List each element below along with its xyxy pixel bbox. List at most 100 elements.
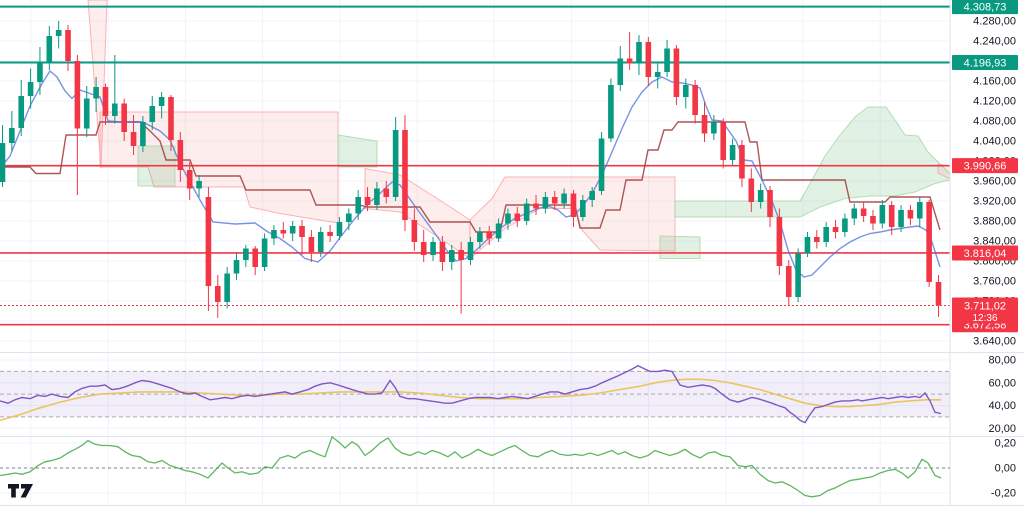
price-tick-label: 3.960,00 xyxy=(973,176,1016,188)
tradingview-logo[interactable] xyxy=(8,484,34,501)
candle-body xyxy=(392,130,399,197)
candle-body xyxy=(364,197,371,205)
candle-body xyxy=(458,250,464,260)
price-badge-label: 4.196,93 xyxy=(964,57,1007,69)
candle-body xyxy=(130,132,137,146)
candle-body xyxy=(467,242,474,260)
rsi-ma-line xyxy=(0,378,941,422)
candle-body xyxy=(823,227,829,242)
candle-body xyxy=(252,248,259,267)
candle-body xyxy=(261,238,268,267)
candle-body xyxy=(233,260,240,274)
candle-body xyxy=(542,197,549,209)
candle-body xyxy=(355,197,361,214)
candle-body xyxy=(140,122,146,146)
oscillator-line xyxy=(0,435,942,498)
price-tick-label: 4.120,00 xyxy=(973,96,1016,108)
candle-body xyxy=(280,230,287,234)
candle-body xyxy=(495,223,502,239)
price-badges[interactable]: 4.308,734.196,933.990,663.816,043.672,58… xyxy=(952,0,1018,333)
osc-tick-label: 0,20 xyxy=(995,438,1016,450)
price-badge[interactable] xyxy=(952,297,1018,324)
candle-body xyxy=(448,250,455,262)
candle-body xyxy=(598,138,605,191)
osc-tick-label: -0,20 xyxy=(991,488,1016,500)
candle-body xyxy=(411,220,418,242)
price-tick-label: 4.160,00 xyxy=(973,76,1016,88)
candle-body xyxy=(177,140,184,170)
candle-body xyxy=(18,96,25,128)
price-badge-label: 3.990,66 xyxy=(964,160,1007,172)
price-badge[interactable] xyxy=(952,55,1018,71)
candle-body xyxy=(739,145,745,179)
candle-body xyxy=(551,197,558,204)
candle-body xyxy=(317,232,324,252)
candle-body xyxy=(224,273,230,302)
price-tick-label: 4.080,00 xyxy=(973,116,1016,128)
candle-body xyxy=(916,202,923,219)
candle-body xyxy=(214,286,221,302)
candle-body xyxy=(205,197,212,286)
candle-body xyxy=(523,203,530,221)
candle-body xyxy=(654,72,661,77)
candle-body xyxy=(729,145,736,160)
candle-body xyxy=(664,48,670,72)
candle-body xyxy=(374,188,380,205)
candle-body xyxy=(121,103,127,132)
price-tick-label: 3.760,00 xyxy=(973,276,1016,288)
candle-body xyxy=(37,62,43,82)
candle-body xyxy=(870,216,876,224)
candle-body xyxy=(682,85,689,97)
candle-body xyxy=(299,226,305,237)
candles-layer xyxy=(0,21,942,318)
candle-body xyxy=(477,232,483,242)
candle-body xyxy=(767,190,773,217)
candle-body xyxy=(580,200,586,217)
rsi-panel xyxy=(0,364,950,424)
rsi-line xyxy=(0,364,942,424)
candle-body xyxy=(27,82,34,96)
candle-body xyxy=(112,103,118,116)
tradingview-logo-mark xyxy=(8,484,33,498)
rsi-tick-label: 60,00 xyxy=(988,377,1016,389)
price-tick-label: 3.840,00 xyxy=(973,236,1016,248)
osc-tick-label: 0,00 xyxy=(995,463,1016,475)
candle-body xyxy=(336,222,343,236)
candle-body xyxy=(795,253,801,297)
candle-body xyxy=(402,130,408,220)
candle-body xyxy=(608,85,614,139)
price-badge[interactable] xyxy=(952,245,1018,261)
candle-body xyxy=(851,208,858,219)
candle-body xyxy=(9,128,15,143)
price-badge[interactable] xyxy=(952,0,1018,15)
candle-body xyxy=(645,42,652,77)
candle-body xyxy=(907,210,914,219)
price-level-lines[interactable] xyxy=(0,5,950,326)
candle-body xyxy=(720,122,727,160)
candle-body xyxy=(158,97,165,106)
candle-body xyxy=(346,213,352,222)
price-badge[interactable] xyxy=(952,158,1018,174)
price-tick-label: 4.280,00 xyxy=(973,16,1016,28)
candle-body xyxy=(711,122,717,134)
candle-body xyxy=(888,205,895,227)
candle-body xyxy=(102,87,109,116)
price-tick-label: 4.040,00 xyxy=(973,136,1016,148)
candle-body xyxy=(570,193,577,217)
candle-body xyxy=(832,227,839,232)
candle-body xyxy=(804,237,811,254)
candle-body xyxy=(430,242,436,255)
ichimoku-cloud xyxy=(87,0,951,260)
price-badge-label: 3.711,02 xyxy=(964,300,1006,312)
candle-body xyxy=(74,61,81,129)
candle-body xyxy=(186,170,193,189)
candle-body xyxy=(842,218,848,232)
candle-body xyxy=(289,226,296,234)
candle-body xyxy=(243,248,249,260)
candle-body xyxy=(776,217,783,266)
candle-body xyxy=(93,87,99,99)
rsi-tick-label: 20,00 xyxy=(988,423,1016,435)
price-tick-label: 3.920,00 xyxy=(973,196,1016,208)
